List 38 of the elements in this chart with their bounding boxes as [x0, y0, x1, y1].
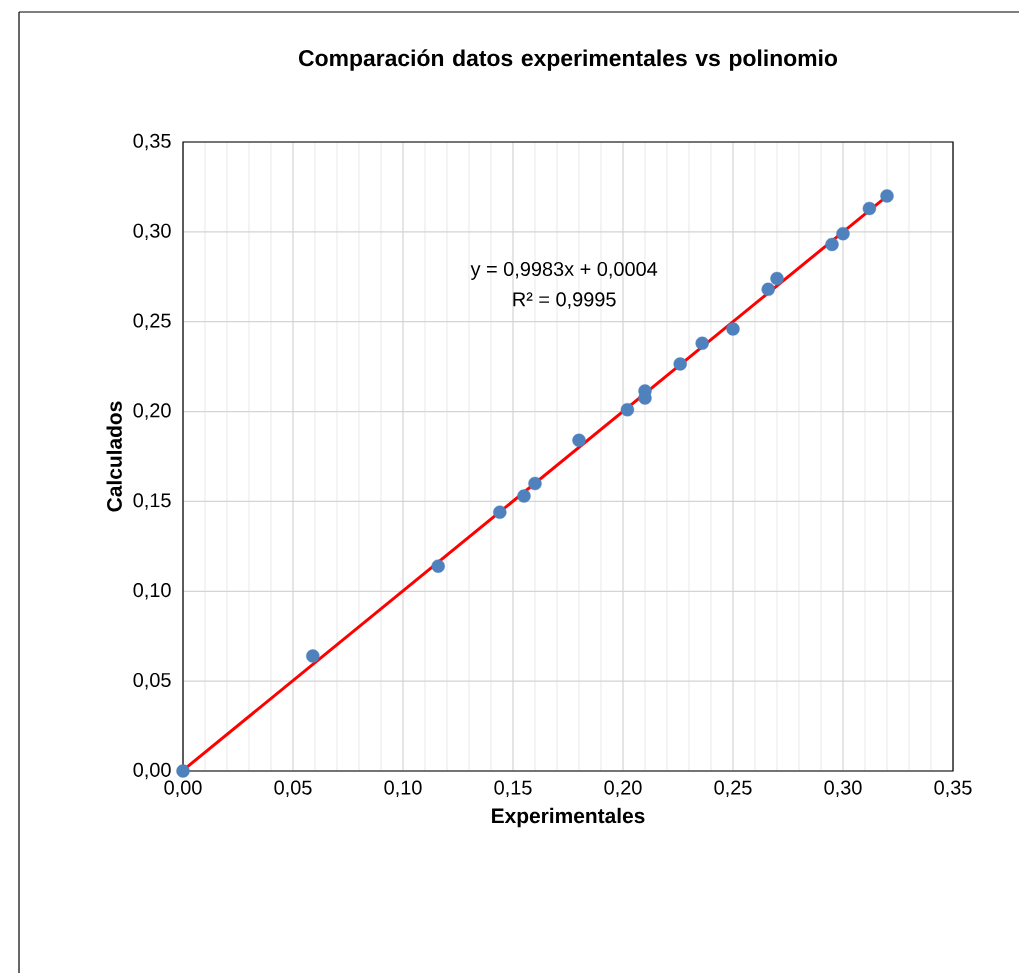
- point: [726, 322, 740, 336]
- point: [306, 649, 320, 663]
- point: [836, 226, 850, 241]
- x-tick-label: 0,10: [384, 780, 422, 797]
- y-axis-title: Calculados: [106, 401, 122, 512]
- point: [880, 189, 894, 203]
- point: [176, 764, 190, 778]
- point: [572, 433, 586, 448]
- point: [695, 336, 709, 350]
- x-tick-label: 0,30: [824, 780, 862, 797]
- point: [493, 505, 507, 519]
- x-tick-label: 0,15: [494, 780, 532, 797]
- point: [620, 403, 635, 417]
- point: [761, 282, 775, 297]
- annotation: R² = 0,9995: [513, 292, 616, 309]
- annotation: y = 0,9983x + 0,0004: [470, 261, 658, 280]
- x-tick-label: 0,25: [714, 780, 752, 797]
- y-tick-label: 0,00: [133, 762, 171, 780]
- chart-title: Comparación datos experimentales vs polinomio: [299, 49, 838, 71]
- point: [517, 489, 531, 503]
- y-tick-label: 0,05: [133, 672, 171, 690]
- y-tick-label: 0,35: [133, 133, 171, 151]
- x-tick-label: 0,20: [604, 780, 642, 797]
- x-axis-title: Experimentales: [492, 807, 645, 828]
- y-tick-label: 0,10: [133, 583, 171, 600]
- x-tick-label: 0,05: [274, 780, 312, 797]
- point: [825, 237, 839, 252]
- x-tick-label: 0,00: [164, 780, 202, 797]
- y-tick-label: 0,25: [133, 313, 171, 330]
- point: [770, 271, 784, 286]
- point: [862, 201, 877, 216]
- y-tick-label: 0,15: [133, 493, 171, 510]
- y-tick-label: 0,20: [133, 403, 171, 420]
- point: [528, 476, 542, 491]
- y-tick-label: 0,30: [133, 223, 171, 241]
- point: [431, 559, 445, 573]
- point: [673, 357, 687, 371]
- x-tick-label: 0,35: [934, 780, 972, 797]
